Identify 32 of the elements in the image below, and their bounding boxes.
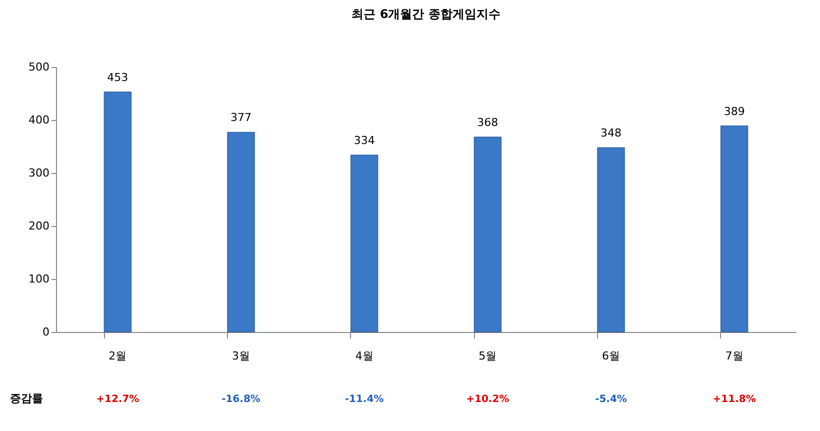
y-tick-label: 0 — [42, 326, 50, 338]
bar — [597, 147, 625, 332]
text: 증감률 — [10, 392, 43, 405]
y-tick-label: 200 — [28, 220, 50, 232]
x-tick-label: 5월 — [478, 350, 497, 362]
text: -11.4% — [344, 394, 384, 405]
y-tick-label: 300 — [28, 166, 50, 180]
text: +11.8% — [712, 394, 756, 405]
data-label: 348 — [600, 126, 622, 140]
bar — [227, 132, 255, 332]
x-tick-label: 6월 — [602, 350, 620, 362]
y-tick-label: 500 — [28, 60, 50, 74]
text: +10.2% — [466, 394, 510, 405]
data-label: 368 — [477, 116, 498, 129]
data-label: 377 — [230, 111, 252, 124]
x-tick-label: 3월 — [232, 350, 250, 362]
text: -5.4% — [595, 394, 627, 405]
data-label: 389 — [724, 104, 745, 118]
bar — [350, 154, 378, 332]
x-tick-label: 4월 — [355, 350, 374, 362]
text: -16.8% — [222, 394, 260, 405]
data-label: 334 — [354, 134, 375, 147]
x-tick-label: 2월 — [108, 350, 127, 362]
y-tick-label: 400 — [28, 114, 50, 126]
bar — [720, 126, 748, 332]
chart-title: 최근 6개월간 종합게임지수 — [352, 7, 500, 21]
y-tick-label: 100 — [28, 272, 50, 286]
bar — [474, 136, 502, 332]
text: +12.7% — [96, 394, 140, 405]
data-label: 453 — [107, 70, 128, 84]
bar — [104, 92, 132, 332]
x-tick-label: 7월 — [725, 350, 744, 362]
